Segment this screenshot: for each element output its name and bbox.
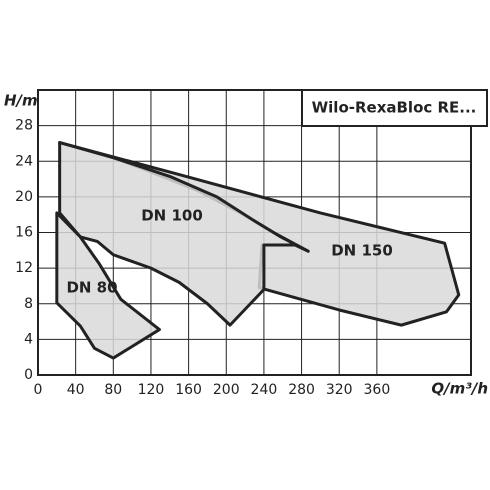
y-tick-label: 20 — [15, 189, 33, 205]
x-tick-label: 160 — [175, 382, 202, 398]
chart-title: Wilo-RexaBloc RE... — [312, 99, 477, 117]
y-tick-label: 0 — [24, 367, 33, 383]
y-axis-label: H/m — [4, 92, 38, 110]
area-label: DN 100 — [141, 207, 203, 225]
x-axis-label: Q/m³/h — [431, 380, 488, 398]
area-label: DN 150 — [331, 242, 393, 260]
range-area — [58, 141, 310, 327]
x-tick-label: 320 — [326, 382, 353, 398]
y-tick-label: 28 — [15, 118, 33, 134]
area-label: DN 80 — [66, 279, 117, 297]
title-box — [301, 89, 488, 127]
y-tick-label: 8 — [24, 296, 33, 312]
x-tick-label: 240 — [251, 382, 278, 398]
x-tick-label: 280 — [288, 382, 315, 398]
x-tick-label: 0 — [34, 382, 43, 398]
x-tick-label: 120 — [138, 382, 165, 398]
y-tick-label: 4 — [24, 331, 33, 347]
x-tick-label: 80 — [104, 382, 122, 398]
range-area — [55, 211, 161, 360]
x-tick-label: 200 — [213, 382, 240, 398]
y-tick-label: 16 — [15, 225, 33, 241]
x-tick-label: 360 — [364, 382, 391, 398]
y-tick-label: 24 — [15, 153, 33, 169]
plot-frame — [37, 89, 472, 376]
x-tick-label: 40 — [67, 382, 85, 398]
y-tick-label: 12 — [15, 260, 33, 276]
